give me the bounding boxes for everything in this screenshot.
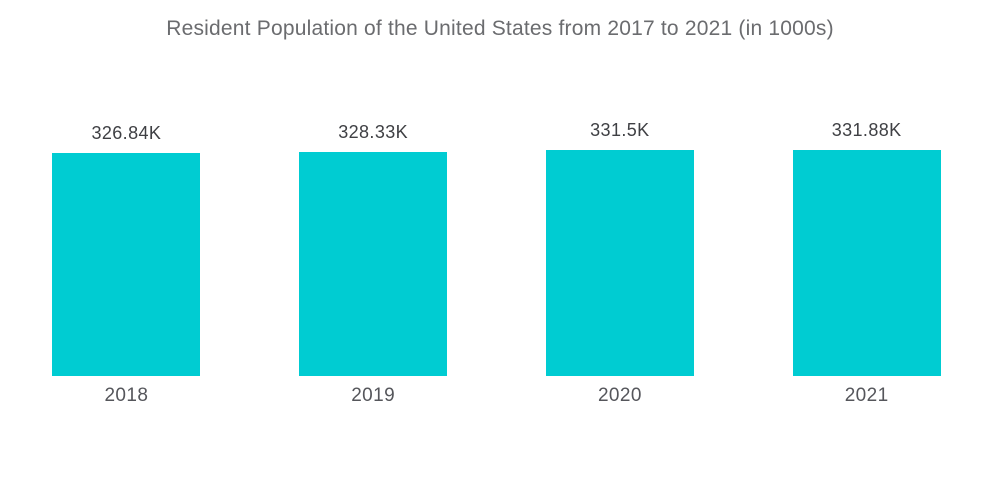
x-axis-label-2018: 2018 — [104, 385, 149, 406]
bar-2021 — [792, 150, 941, 376]
bar-chart: 326.84K 2018 328.33K 2019 331.5K 2020 33… — [3, 0, 990, 406]
bar-2019 — [299, 152, 448, 376]
bar-2018 — [52, 153, 201, 376]
bar-column-2019: 328.33K 2019 — [250, 0, 497, 406]
bar-value-label: 326.84K — [91, 123, 162, 144]
bar-column-2020: 331.5K 2020 — [497, 0, 744, 406]
bar-value-label: 331.5K — [590, 120, 650, 141]
bar-value-label: 328.33K — [338, 122, 409, 143]
x-axis-label-2019: 2019 — [351, 385, 396, 406]
bar-column-2018: 326.84K 2018 — [3, 0, 250, 406]
x-axis-label-2020: 2020 — [597, 385, 642, 406]
x-axis-label-2021: 2021 — [844, 385, 889, 406]
bar-column-2021: 331.88K 2021 — [743, 0, 990, 406]
chart-title: Resident Population of the United States… — [166, 17, 834, 40]
bar-value-label: 331.88K — [831, 120, 902, 140]
bar-2020 — [545, 150, 694, 376]
